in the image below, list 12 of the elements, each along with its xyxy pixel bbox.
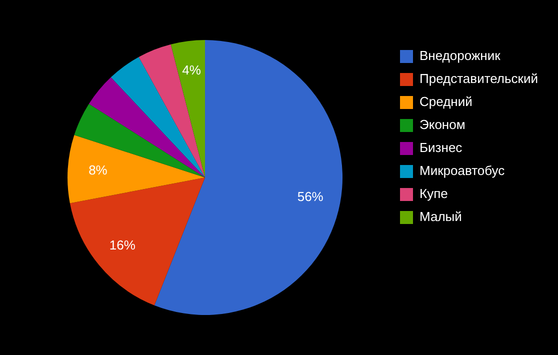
legend-label: Купе	[420, 186, 448, 202]
legend-label: Внедорожник	[420, 48, 501, 64]
legend-label: Микроавтобус	[420, 163, 506, 178]
data-label: 16%	[109, 237, 136, 252]
legend-label: Малый	[420, 209, 462, 224]
data-label: 8%	[88, 162, 108, 178]
legend-label: Средний	[420, 94, 472, 110]
data-label: 56%	[297, 189, 324, 204]
legend-label: Эконом	[420, 117, 466, 132]
legend-label: Бизнес	[420, 140, 463, 156]
legend-label: Представительский	[420, 71, 538, 86]
data-label: 4%	[182, 62, 202, 78]
